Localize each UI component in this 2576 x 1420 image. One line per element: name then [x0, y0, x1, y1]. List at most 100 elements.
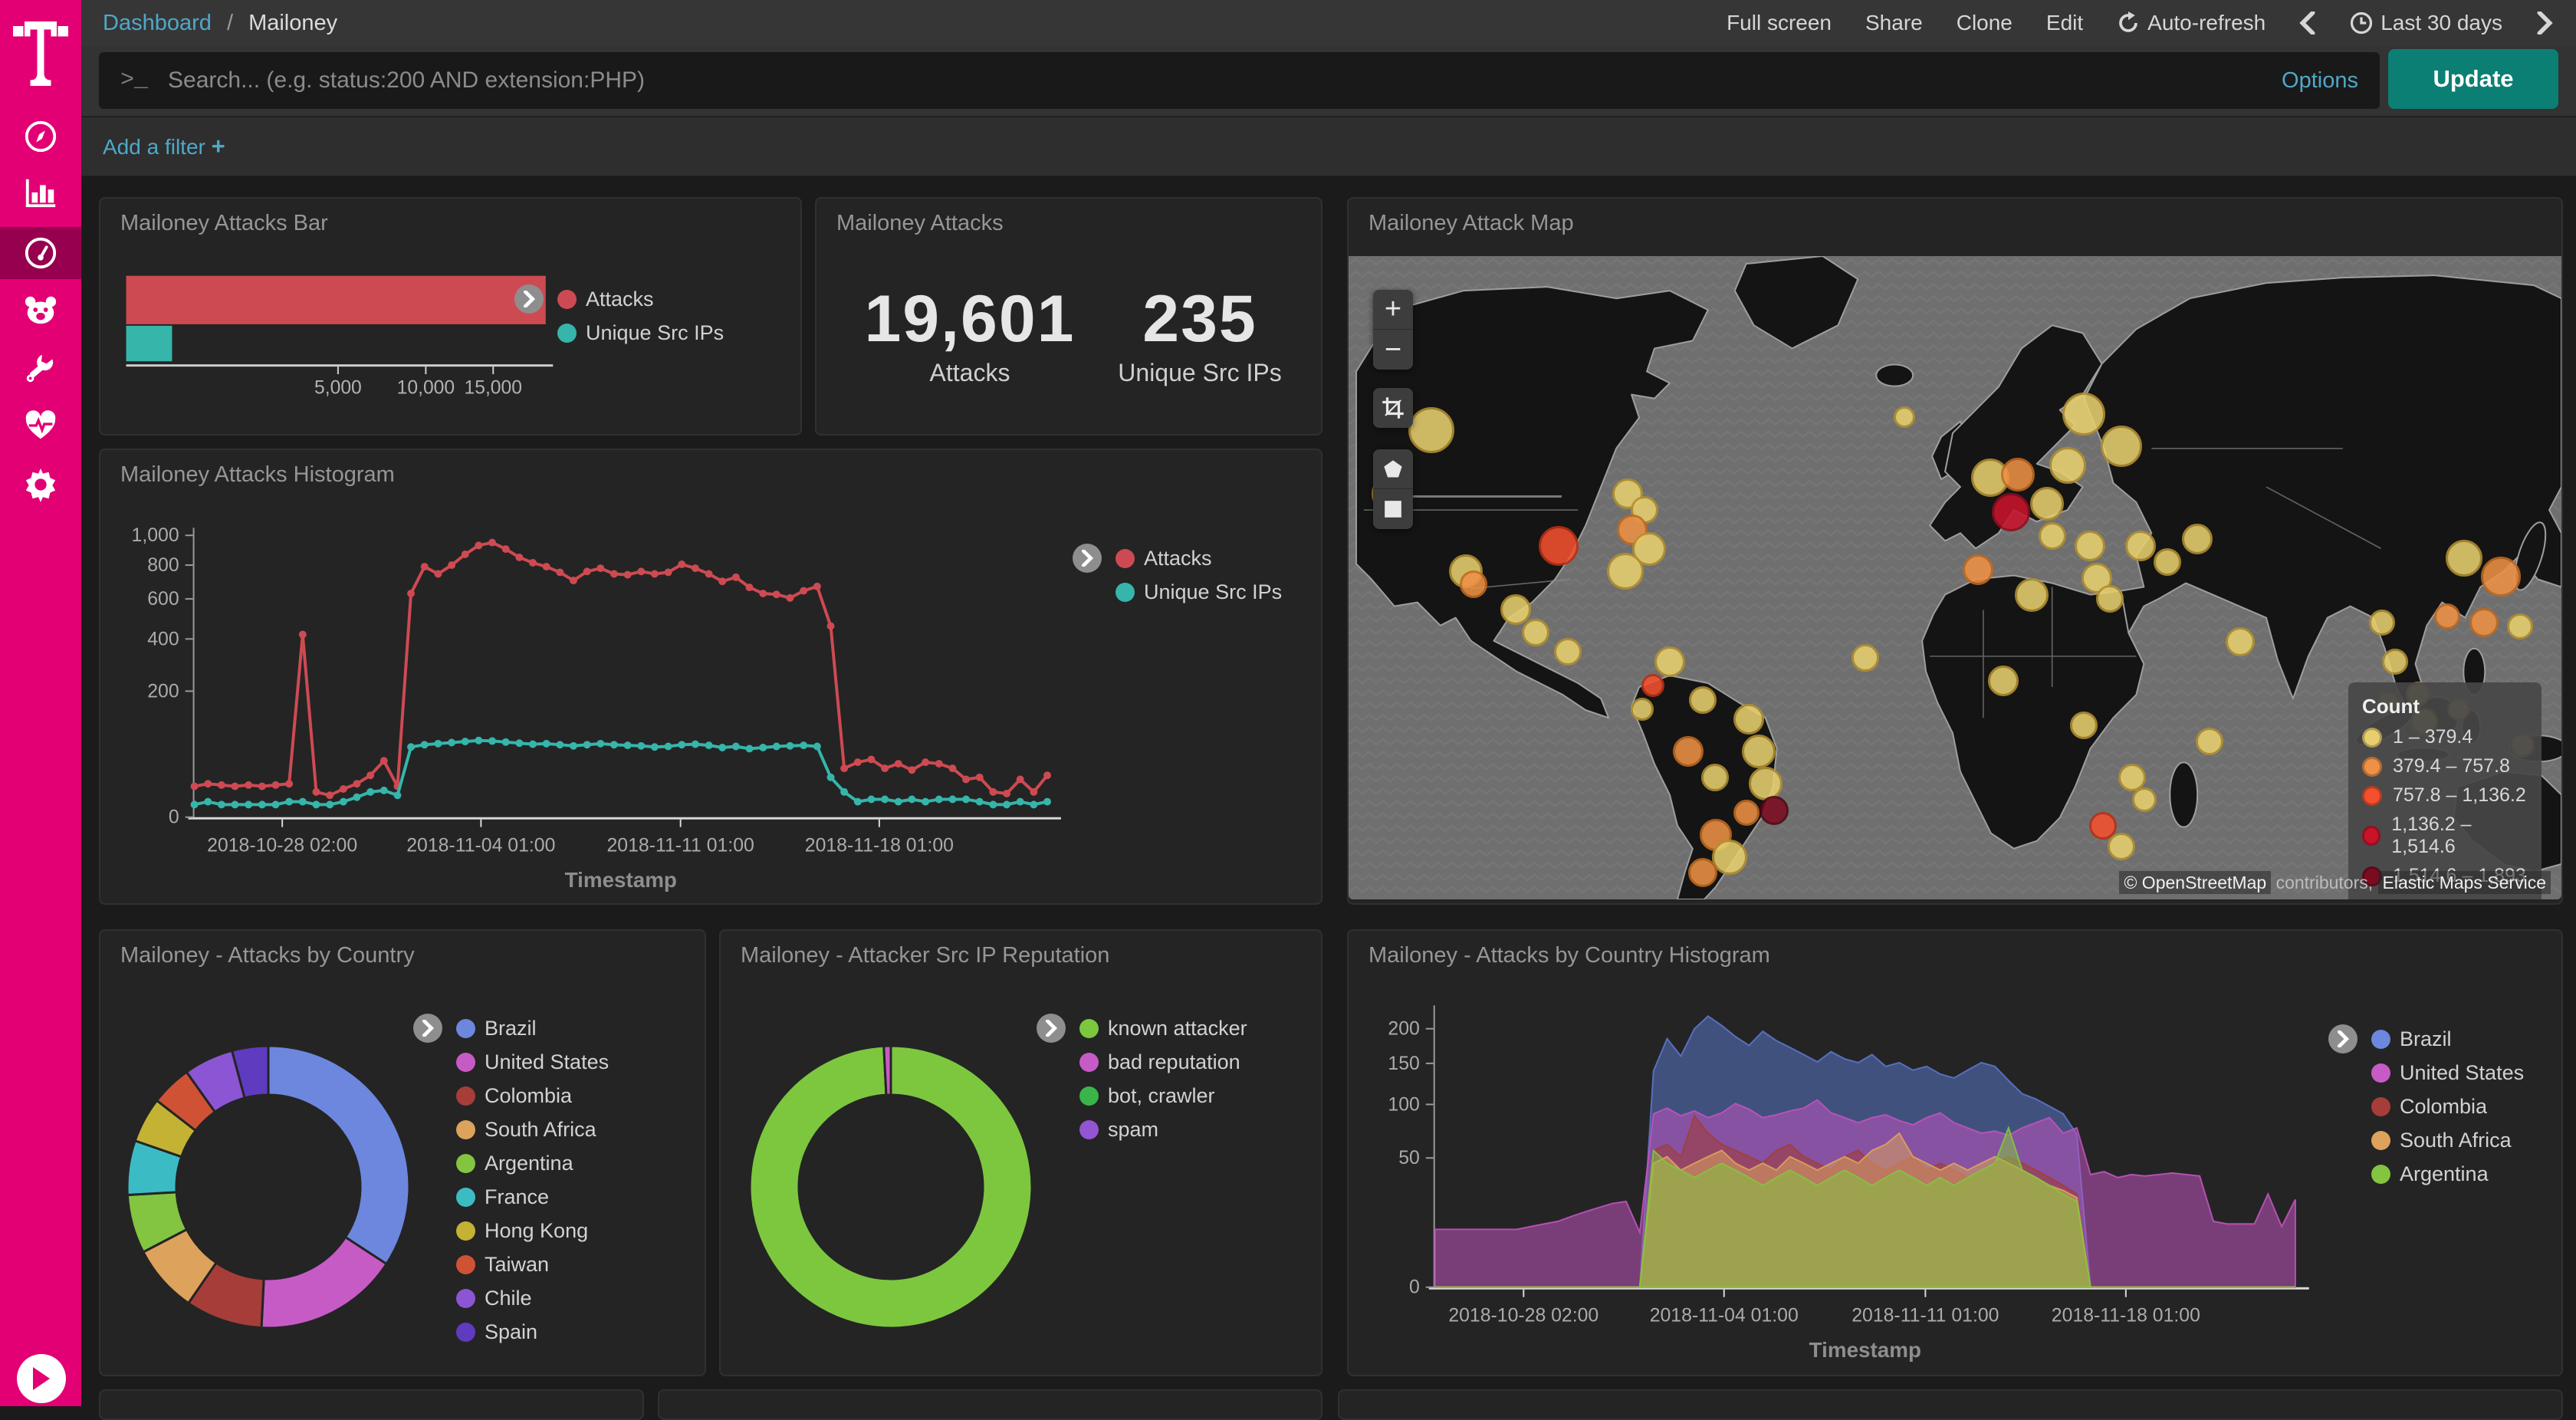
draw-rectangle-button[interactable]: [1373, 489, 1413, 529]
legend-item[interactable]: Spain: [456, 1320, 609, 1344]
legend-item[interactable]: Taiwan: [456, 1253, 609, 1277]
legend-item[interactable]: United States: [2371, 1061, 2524, 1085]
attack-location-circle: [1701, 764, 1729, 791]
svg-text:150: 150: [1388, 1053, 1419, 1074]
time-back-button[interactable]: [2299, 12, 2316, 35]
legend-item[interactable]: bot, crawler: [1079, 1084, 1247, 1108]
openstreetmap-link[interactable]: © OpenStreetMap: [2119, 871, 2271, 894]
legend-item[interactable]: Colombia: [2371, 1095, 2524, 1119]
legend-toggle-button[interactable]: [514, 284, 544, 314]
panel-offscreen-2: [658, 1389, 1322, 1420]
legend-item[interactable]: known attacker: [1079, 1017, 1247, 1040]
sidebar-item-monitoring[interactable]: [0, 399, 81, 452]
breadcrumb-current: Mailoney: [248, 11, 337, 35]
sidebar-expand-button[interactable]: [17, 1354, 66, 1403]
fit-data-bounds-button[interactable]: [1373, 388, 1413, 428]
legend-item[interactable]: Brazil: [2371, 1027, 2524, 1051]
legend-item[interactable]: Colombia: [456, 1084, 609, 1108]
legend-toggle-button[interactable]: [413, 1014, 442, 1043]
legend-item[interactable]: bad reputation: [1079, 1050, 1247, 1074]
share-button[interactable]: Share: [1865, 11, 1923, 35]
legend-label: Colombia: [2400, 1095, 2487, 1119]
sidebar-item-tpot[interactable]: [0, 284, 81, 337]
legend-label: Chile: [485, 1287, 532, 1310]
time-forward-button[interactable]: [2536, 12, 2553, 35]
edit-button[interactable]: Edit: [2046, 11, 2083, 35]
query-prompt-icon: >_: [120, 67, 148, 94]
breadcrumb-dashboard-link[interactable]: Dashboard: [103, 11, 212, 35]
legend-item[interactable]: Hong Kong: [456, 1219, 609, 1243]
zoom-out-button[interactable]: −: [1373, 330, 1413, 370]
legend-label: Unique Src IPs: [1144, 580, 1282, 604]
legend-dot: [557, 290, 577, 309]
sidebar-item-management[interactable]: [0, 459, 81, 511]
legend-item[interactable]: Attacks: [1116, 547, 1282, 570]
legend-item[interactable]: Attacks: [557, 288, 724, 311]
legend-label: United States: [2400, 1061, 2524, 1085]
legend-item[interactable]: Unique Src IPs: [1116, 580, 1282, 604]
sidebar-item-dashboard[interactable]: [0, 227, 81, 279]
legend-item[interactable]: Argentina: [2371, 1162, 2524, 1186]
legend-toggle-button[interactable]: [2328, 1024, 2358, 1053]
legend-label: Hong Kong: [485, 1219, 588, 1243]
legend-item[interactable]: South Africa: [456, 1118, 609, 1142]
polygon-icon: [1382, 459, 1404, 480]
svg-text:2018-11-18 01:00: 2018-11-18 01:00: [805, 835, 954, 856]
sidebar-item-devtools[interactable]: [0, 342, 81, 394]
legend-item[interactable]: Unique Src IPs: [557, 321, 724, 345]
chevron-right-icon: [1045, 1020, 1057, 1037]
attack-location-circle: [2070, 712, 2098, 739]
telekom-logo[interactable]: [13, 12, 68, 86]
time-range-label: Last 30 days: [2380, 11, 2502, 35]
unique-ips-label: Unique Src IPs: [1100, 359, 1300, 387]
clone-button[interactable]: Clone: [1957, 11, 2013, 35]
legend-item[interactable]: Brazil: [456, 1017, 609, 1040]
svg-text:2018-11-04 01:00: 2018-11-04 01:00: [406, 835, 555, 856]
legend-item[interactable]: Chile: [456, 1287, 609, 1310]
auto-refresh-button[interactable]: Auto-refresh: [2117, 11, 2266, 35]
map-legend-title: Count: [2362, 695, 2528, 718]
attack-location-circle: [2101, 426, 2142, 467]
attack-location-circle: [2062, 393, 2105, 436]
legend-item[interactable]: spam: [1079, 1118, 1247, 1142]
options-link[interactable]: Options: [2282, 68, 2358, 94]
legend-toggle-button[interactable]: [1073, 544, 1102, 573]
elastic-maps-link[interactable]: Elastic Maps Service: [2378, 871, 2551, 894]
attack-location-circle: [2382, 649, 2408, 675]
attack-location-circle: [2154, 548, 2181, 576]
add-filter-link[interactable]: Add a filter +: [103, 133, 225, 160]
legend-item[interactable]: South Africa: [2371, 1129, 2524, 1152]
map-draw-controls: [1373, 449, 1413, 529]
plus-icon: +: [212, 133, 225, 159]
legend-label: Argentina: [485, 1152, 573, 1175]
panel-offscreen-3: [1338, 1389, 2563, 1420]
attack-location-circle: [1631, 698, 1654, 721]
search-input[interactable]: >_ Search... (e.g. status:200 AND extens…: [99, 52, 2380, 109]
legend-dot: [456, 1289, 475, 1308]
legend-item[interactable]: Argentina: [456, 1152, 609, 1175]
gear-icon: [23, 467, 58, 502]
legend-item[interactable]: United States: [456, 1050, 609, 1074]
attack-location-circle: [2132, 787, 2157, 812]
attack-location-circle: [2075, 531, 2105, 561]
svg-text:0: 0: [169, 807, 179, 828]
chevron-right-icon: [523, 291, 535, 307]
legend-label: United States: [485, 1050, 609, 1074]
legend-item[interactable]: France: [456, 1185, 609, 1209]
sidebar-item-visualize[interactable]: [0, 166, 81, 219]
svg-text:100: 100: [1388, 1094, 1419, 1115]
legend-toggle-button[interactable]: [1037, 1014, 1066, 1043]
legend-range-label: 379.4 – 757.8: [2393, 755, 2510, 777]
attack-location-circle: [1522, 619, 1549, 646]
update-button[interactable]: Update: [2388, 49, 2558, 109]
svg-text:2018-11-18 01:00: 2018-11-18 01:00: [2052, 1305, 2200, 1326]
draw-polygon-button[interactable]: [1373, 449, 1413, 489]
full-screen-button[interactable]: Full screen: [1727, 11, 1832, 35]
map-legend-item: 1 – 379.4: [2362, 726, 2528, 748]
svg-text:200: 200: [1388, 1019, 1419, 1040]
sidebar-item-discover[interactable]: [0, 110, 81, 163]
time-picker-button[interactable]: Last 30 days: [2350, 11, 2502, 35]
zoom-in-button[interactable]: +: [1373, 290, 1413, 330]
